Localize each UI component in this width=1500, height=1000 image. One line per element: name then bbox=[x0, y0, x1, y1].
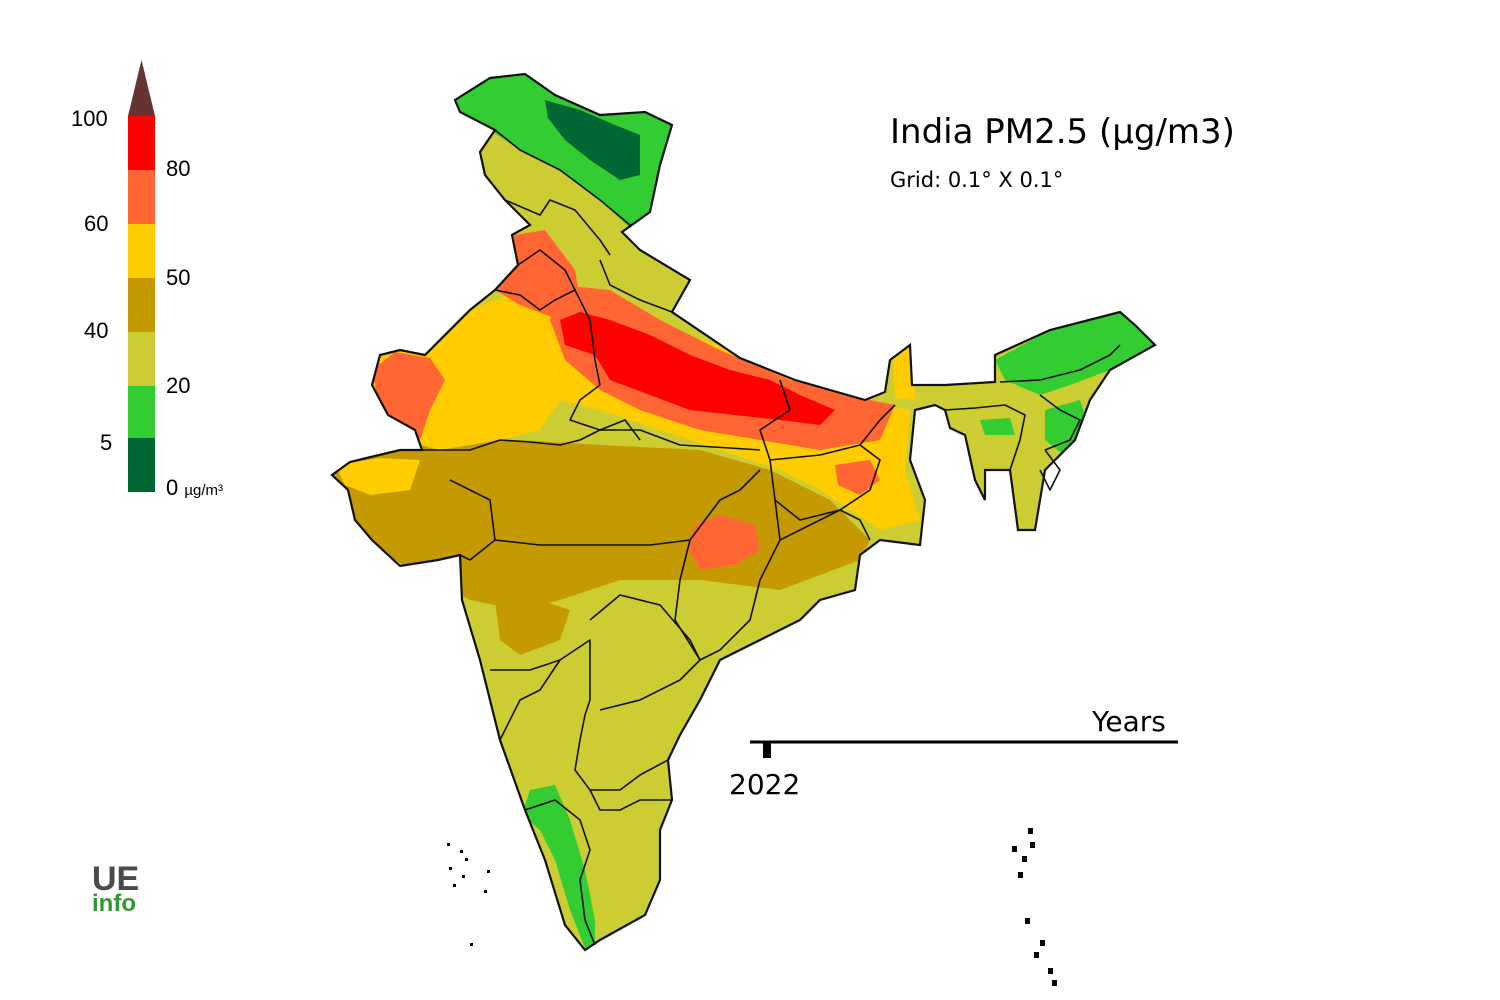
timeline-marker bbox=[763, 742, 771, 758]
border-ne-meghalaya bbox=[944, 404, 1026, 471]
zone-60-80 bbox=[835, 460, 880, 495]
logo-line1: UE bbox=[92, 860, 140, 898]
legend-label-60: 60 bbox=[84, 211, 109, 236]
island-speck bbox=[1052, 980, 1057, 986]
legend-label-5: 5 bbox=[100, 430, 113, 455]
border-ne-assam bbox=[999, 344, 1121, 383]
zone-0-5 bbox=[545, 100, 640, 180]
border-goa-karnataka bbox=[499, 659, 561, 741]
timeline-axis-label: Years bbox=[1092, 705, 1166, 738]
legend-colorbar bbox=[128, 60, 155, 492]
border-haryana-up bbox=[574, 289, 601, 386]
border-bihar bbox=[759, 379, 896, 461]
island-speck bbox=[465, 858, 468, 861]
state-borders bbox=[330, 72, 1157, 952]
legend-band-50-60 bbox=[128, 224, 155, 278]
zone-5-20 bbox=[450, 74, 675, 228]
legend-band-80-100 bbox=[128, 116, 155, 170]
legend-band-0-5 bbox=[128, 438, 155, 492]
border-rajasthan-mp bbox=[422, 419, 641, 451]
border-ne-manipur bbox=[1039, 449, 1061, 491]
legend-label-100: 100 bbox=[71, 106, 108, 131]
timeline-current-year: 2022 bbox=[729, 768, 801, 801]
border-odisha bbox=[779, 509, 871, 541]
zone-5-20 bbox=[995, 310, 1155, 395]
border-kerala-tn bbox=[524, 799, 596, 946]
island-speck bbox=[1022, 856, 1027, 862]
island-speck bbox=[1048, 968, 1053, 974]
zone-40-50 bbox=[495, 600, 570, 655]
border-mp-maharashtra bbox=[494, 469, 761, 546]
zone-40-50 bbox=[332, 440, 870, 610]
timeline bbox=[750, 740, 1178, 758]
border-uttarakhand bbox=[599, 259, 673, 313]
legend-above-100-arrow bbox=[128, 60, 155, 116]
islands bbox=[447, 828, 1057, 986]
zone-60-80 bbox=[688, 515, 760, 570]
island-speck bbox=[487, 870, 490, 873]
andaman-nicobar-islands bbox=[1012, 828, 1057, 986]
island-speck bbox=[453, 884, 456, 887]
legend-label-50: 50 bbox=[166, 265, 191, 290]
island-speck bbox=[1040, 940, 1045, 946]
island-speck bbox=[460, 850, 463, 853]
border-telangana bbox=[589, 594, 701, 711]
lakshadweep-islands bbox=[447, 843, 490, 946]
island-speck bbox=[1018, 872, 1023, 878]
zone-50-60 bbox=[892, 345, 915, 400]
border-punjab-haryana bbox=[494, 249, 576, 311]
zone-5-20 bbox=[980, 418, 1015, 435]
island-speck bbox=[1025, 918, 1030, 924]
legend-unit: µg/m³ bbox=[184, 482, 224, 499]
island-speck bbox=[470, 943, 473, 946]
border-chhattisgarh bbox=[674, 499, 781, 661]
island-speck bbox=[484, 890, 487, 893]
border-ne-nagaland bbox=[1039, 394, 1081, 451]
zone-5-20 bbox=[522, 785, 595, 948]
island-speck bbox=[1030, 842, 1035, 848]
legend-band-20-40 bbox=[128, 332, 155, 386]
border-tn-karnataka bbox=[589, 789, 672, 811]
island-speck bbox=[1028, 828, 1033, 834]
grid-subtitle: Grid: 0.1° X 0.1° bbox=[890, 168, 1064, 192]
legend-band-5-20 bbox=[128, 386, 155, 438]
legend-label-40: 40 bbox=[84, 318, 109, 343]
border-hp bbox=[504, 199, 611, 256]
island-speck bbox=[1012, 846, 1017, 852]
legend-label-80: 80 bbox=[166, 156, 191, 181]
legend-label-20: 20 bbox=[166, 373, 191, 398]
zone-50-60 bbox=[335, 458, 420, 495]
island-speck bbox=[462, 875, 465, 878]
island-speck bbox=[1034, 952, 1039, 958]
pm25-concentration-field bbox=[332, 74, 1155, 950]
border-up-mp bbox=[569, 384, 761, 451]
island-speck bbox=[449, 867, 452, 870]
country-outline bbox=[330, 72, 1157, 952]
logo-line2: info bbox=[92, 889, 136, 917]
legend-band-60-80 bbox=[128, 170, 155, 224]
island-speck bbox=[447, 843, 450, 846]
ueinfo-logo: UE info bbox=[92, 860, 140, 917]
border-maharashtra-karnataka bbox=[490, 639, 591, 716]
zone-80-100 bbox=[560, 312, 835, 425]
legend-label-0: 0 µg/m³ bbox=[166, 477, 223, 499]
legend-label-0-value: 0 bbox=[166, 475, 179, 500]
legend-band-40-50 bbox=[128, 278, 155, 332]
map-title: India PM2.5 (µg/m3) bbox=[890, 112, 1235, 152]
border-jk-ladakh bbox=[494, 129, 631, 226]
